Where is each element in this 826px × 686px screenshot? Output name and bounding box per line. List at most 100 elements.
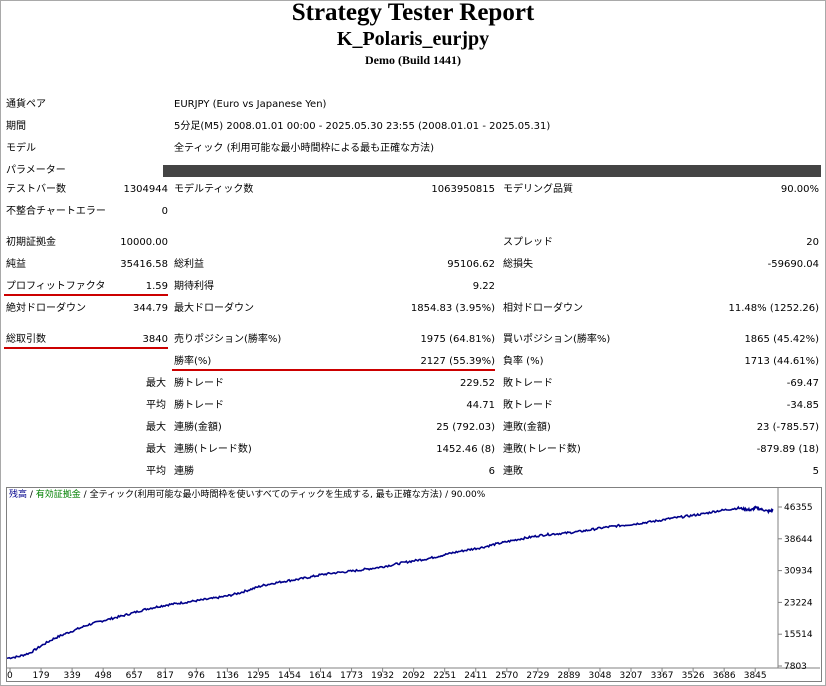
x-tick-label: 1136 [216, 671, 239, 681]
detail-label: 連敗 [503, 466, 523, 477]
x-tick-label: 1932 [371, 671, 394, 681]
params-bar [163, 165, 821, 177]
max-dd-label: 最大ドローダウン [174, 303, 254, 314]
win-rate-value: 2127 (55.39%) [420, 356, 495, 367]
x-tick-label: 657 [126, 671, 143, 681]
x-tick-label: 179 [32, 671, 49, 681]
detail-prefix: 最大 [146, 422, 166, 433]
expected-value: 9.22 [472, 281, 495, 292]
detail-value: -69.47 [786, 378, 819, 389]
win-rate-underline [172, 369, 495, 371]
gross-profit-label: 総利益 [174, 259, 204, 270]
x-tick-label: 2251 [433, 671, 456, 681]
detail-label: 連勝 [174, 466, 194, 477]
x-tick-label: 1454 [278, 671, 301, 681]
x-tick-label: 0 [7, 671, 13, 681]
rel-dd-value: 11.48% (1252.26) [728, 303, 819, 314]
abs-dd-label: 絶対ドローダウン [6, 303, 86, 314]
detail-label: 敗トレード [503, 400, 553, 411]
symbol-label: 通貨ペア [6, 99, 46, 110]
profit-factor-value: 1.59 [145, 281, 168, 292]
x-tick-label: 3207 [620, 671, 643, 681]
y-tick-label: 46355 [784, 503, 813, 513]
legend-separator: / [80, 490, 90, 500]
legend-equity: 有効証拠金 [35, 490, 81, 500]
x-tick-label: 2411 [464, 671, 487, 681]
profit-factor-label: プロフィットファクタ [6, 281, 106, 292]
legend-model: 全ティック(利用可能な最小時間枠を使いすべてのティックを生成する, 最も正確な方… [89, 490, 486, 500]
x-tick-label: 3526 [682, 671, 705, 681]
short-label: 売りポジション(勝率%) [174, 334, 282, 345]
loss-rate-value: 1713 (44.61%) [744, 356, 819, 367]
detail-value: 44.71 [466, 400, 495, 411]
mismatch-label: 不整合チャートエラー [6, 206, 106, 217]
x-tick-label: 976 [188, 671, 205, 681]
detail-value: 23 (-785.57) [756, 422, 819, 433]
params-label: パラメーター [6, 165, 66, 176]
balance-chart [6, 487, 822, 682]
y-tick-label: 23224 [784, 598, 813, 608]
detail-value: -34.85 [786, 400, 819, 411]
x-tick-label: 3845 [744, 671, 767, 681]
abs-dd-value: 344.79 [133, 303, 168, 314]
x-tick-label: 3048 [588, 671, 611, 681]
deposit-value: 10000.00 [120, 237, 168, 248]
win-rate-label: 勝率(%) [174, 356, 212, 367]
mismatch-value: 0 [161, 206, 168, 217]
detail-label: 連勝(金額) [174, 422, 222, 433]
detail-value: 25 (792.03) [436, 422, 495, 433]
short-value: 1975 (64.81%) [420, 334, 495, 345]
expected-label: 期待利得 [174, 281, 214, 292]
loss-rate-label: 負率 (%) [503, 356, 544, 367]
trades-underline [4, 347, 168, 349]
build-info: Demo (Build 1441) [365, 53, 461, 67]
period-label: 期間 [6, 121, 26, 132]
quality-value: 90.00% [780, 184, 819, 195]
detail-value: 5 [812, 466, 819, 477]
net-label: 純益 [6, 259, 26, 270]
ea-name: K_Polaris_eurjpy [336, 28, 490, 50]
x-tick-label: 2570 [495, 671, 518, 681]
x-tick-label: 2729 [526, 671, 549, 681]
quality-label: モデリング品質 [503, 184, 573, 195]
profit-factor-underline [4, 294, 168, 296]
detail-label: 勝トレード [174, 378, 224, 389]
detail-prefix: 最大 [146, 444, 166, 455]
bars-value: 1304944 [123, 184, 168, 195]
trades-label: 総取引数 [6, 334, 46, 345]
balance-line [6, 505, 774, 660]
x-tick-label: 1773 [340, 671, 363, 681]
detail-value: 6 [488, 466, 495, 477]
x-tick-label: 498 [95, 671, 112, 681]
chart-legend: 残高 / 有効証拠金 / 全ティック(利用可能な最小時間枠を使いすべてのティック… [9, 490, 485, 501]
y-tick-label: 15514 [784, 630, 813, 640]
detail-label: 連敗(金額) [503, 422, 551, 433]
detail-value: 229.52 [460, 378, 495, 389]
gross-profit-value: 95106.62 [447, 259, 495, 270]
x-tick-label: 1295 [247, 671, 270, 681]
detail-label: 連敗(トレード数) [503, 444, 581, 455]
rel-dd-label: 相対ドローダウン [503, 303, 583, 314]
x-tick-label: 817 [157, 671, 174, 681]
x-tick-label: 339 [64, 671, 81, 681]
spread-label: スプレッド [503, 237, 553, 248]
net-value: 35416.58 [120, 259, 168, 270]
detail-value: -879.89 (18) [756, 444, 819, 455]
report-title: Strategy Tester Report [291, 0, 535, 26]
gross-loss-label: 総損失 [503, 259, 533, 270]
spread-value: 20 [806, 237, 819, 248]
x-tick-label: 1614 [309, 671, 332, 681]
ticks-value: 1063950815 [431, 184, 495, 195]
detail-label: 勝トレード [174, 400, 224, 411]
max-dd-value: 1854.83 (3.95%) [410, 303, 495, 314]
model-label: モデル [6, 143, 36, 154]
trades-value: 3840 [142, 334, 168, 345]
gross-loss-value: -59690.04 [767, 259, 819, 270]
bars-label: テストバー数 [6, 184, 66, 195]
period-value: 5分足(M5) 2008.01.01 00:00 - 2025.05.30 23… [174, 121, 551, 132]
y-tick-label: 38644 [784, 535, 813, 545]
deposit-label: 初期証拠金 [6, 237, 56, 248]
x-tick-label: 2889 [557, 671, 580, 681]
legend-balance: 残高 [9, 490, 28, 500]
